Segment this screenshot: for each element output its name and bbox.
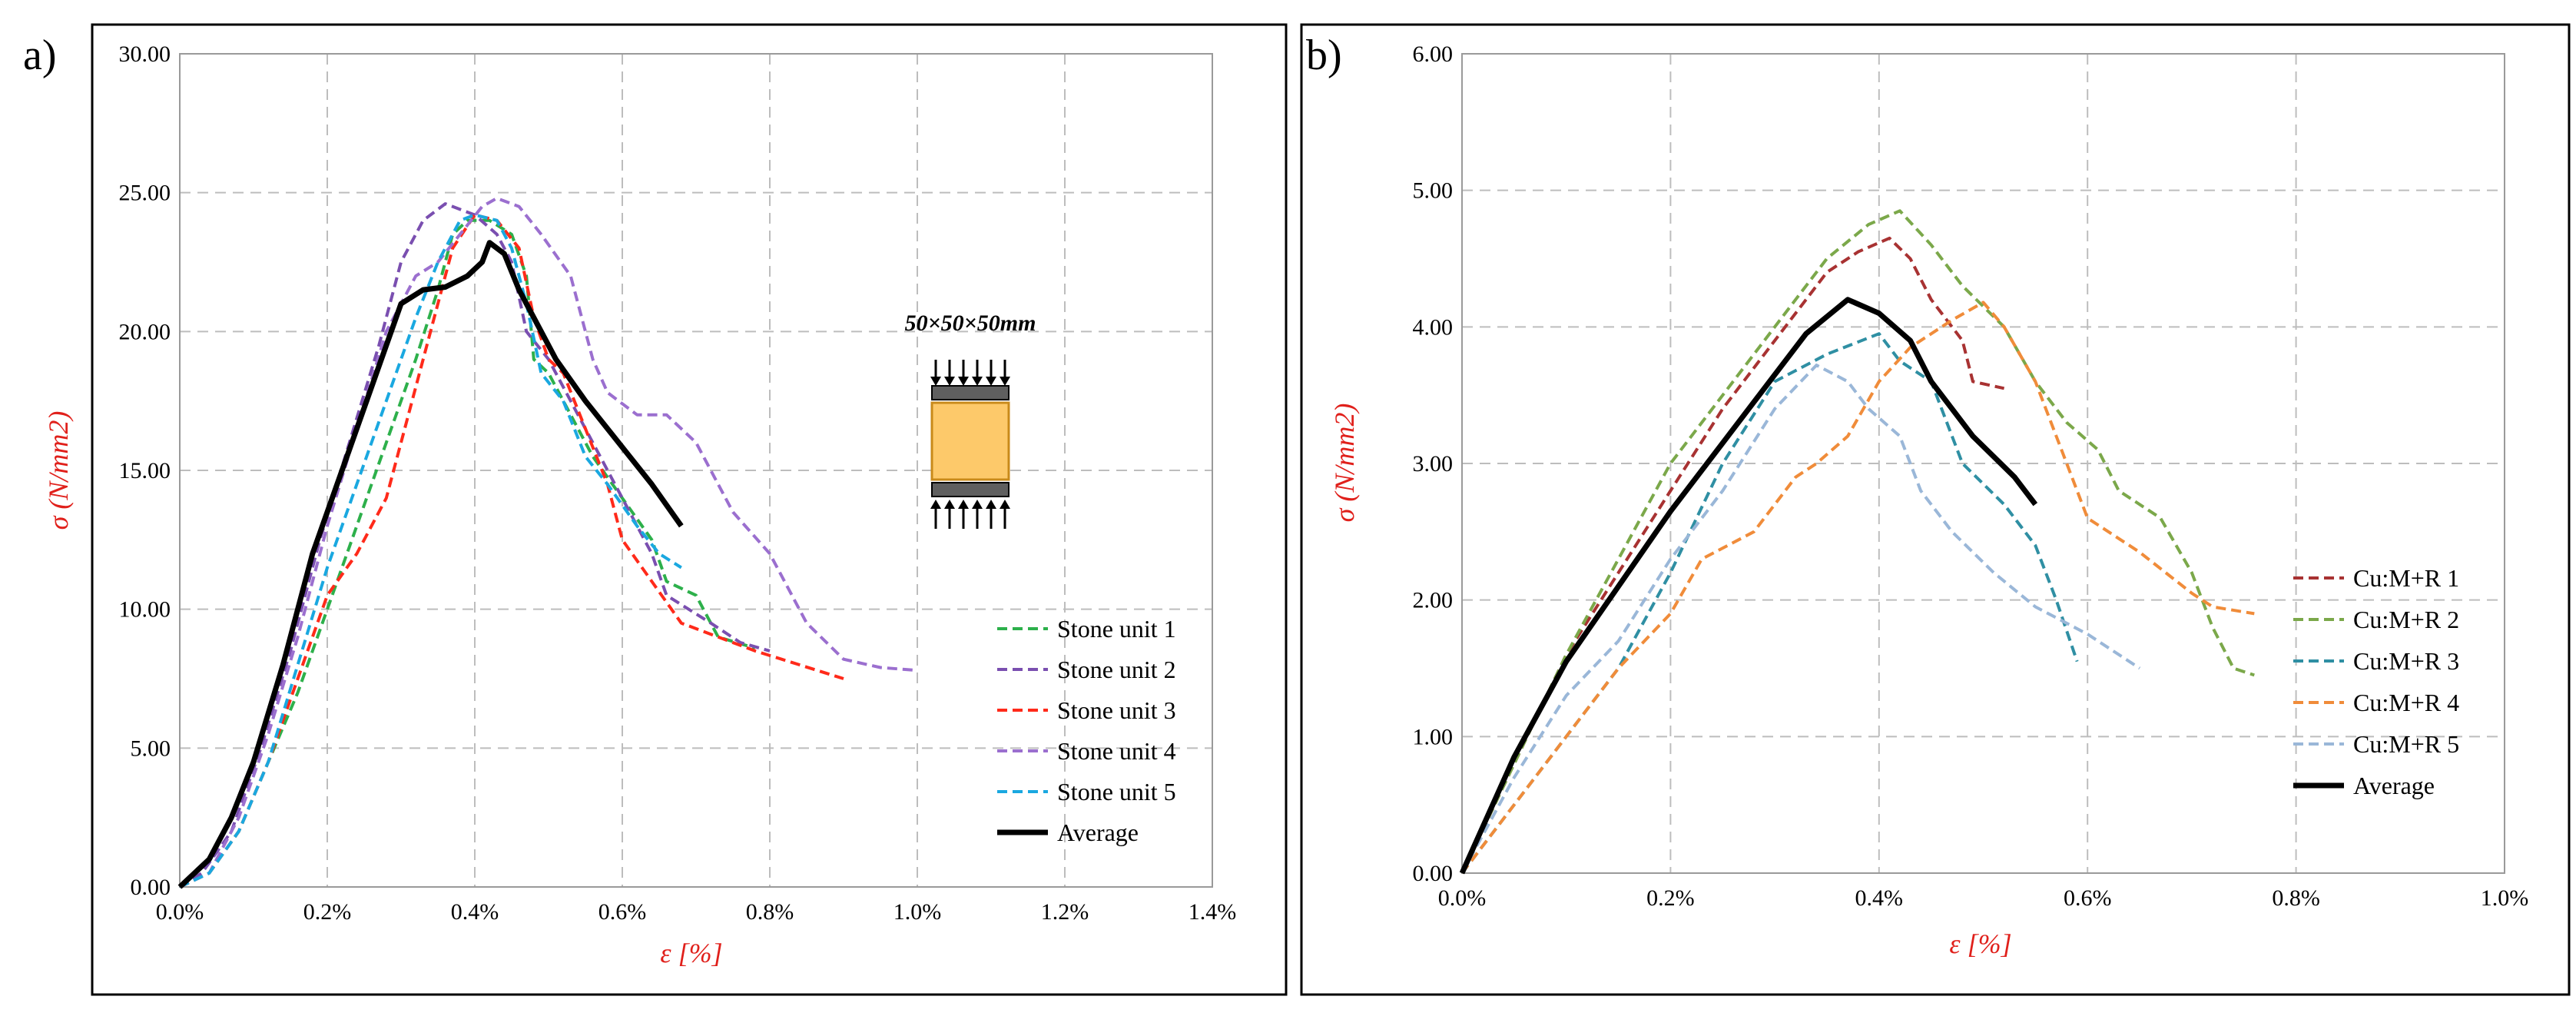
panel-a-x-tick-label: 0.6%: [598, 899, 647, 925]
panel-b-series-cu-m-r-4: [1460, 301, 2255, 875]
panel-a-legend: Stone unit 1 Stone unit 2 Stone unit 3 Ston…: [997, 615, 1176, 846]
panel-a-series-stone-unit-4: [179, 196, 918, 888]
panel-b-y-tick-label: 4.00: [1413, 314, 1454, 340]
panel-b-y-axis-title: σ (N/mm2): [1329, 404, 1360, 523]
panel-a-x-axis-title: ε [%]: [660, 938, 722, 968]
panel-a-ticks: 0.0% 0.2% 0.4% 0.6% 0.8% 1.0% 1.2% 1.4% 0.00 5.00…: [119, 42, 1237, 925]
panel-b-gridlines: [1462, 54, 2505, 873]
panel-a-plot-border: [179, 53, 1213, 888]
panel-b-x-tick-label: 0.0%: [1438, 885, 1487, 911]
panel-a-legend-label: Average: [1057, 819, 1139, 846]
panel-a-x-tick-label: 0.8%: [746, 899, 794, 925]
panel-b-y-tick-label: 3.00: [1413, 451, 1454, 477]
panel-a-legend-label: Stone unit 3: [1057, 696, 1176, 724]
panel-b-series-cu-m-r-3: [1460, 332, 2079, 875]
panel-a-legend-label: Stone unit 5: [1057, 778, 1176, 805]
panel-a-y-tick-label: 0.00: [131, 875, 171, 900]
panel-a-x-tick-label: 0.0%: [156, 899, 204, 925]
panel-a-series-average: [177, 240, 684, 889]
panel-a-frame: [91, 23, 1288, 996]
panel-a-legend-label: Stone unit 2: [1057, 656, 1176, 683]
panel-a-series-stone-unit-5: [179, 213, 682, 888]
panel-b-x-tick-label: 0.4%: [1855, 885, 1904, 911]
panel-b-y-tick-label: 0.00: [1413, 861, 1454, 886]
panel-a-gridlines: [180, 54, 1212, 887]
panel-b-x-tick-label: 0.2%: [1646, 885, 1695, 911]
top-loading-plate: [931, 385, 1010, 400]
panel-a-y-tick-label: 25.00: [119, 181, 171, 206]
panel-a-x-tick-label: 0.4%: [451, 899, 499, 925]
panel-b-series: [1459, 209, 2255, 875]
panel-b-x-tick-label: 0.8%: [2272, 885, 2320, 911]
panel-a-y-tick-label: 10.00: [119, 597, 171, 623]
panel-a-series-stone-unit-2: [178, 202, 771, 888]
panel-a-legend-label: Stone unit 4: [1057, 737, 1176, 765]
panel-b-x-tick-label: 0.6%: [2064, 885, 2112, 911]
panel-b-legend-label: Cu:M+R 3: [2353, 647, 2459, 675]
panel-b-y-tick-label: 5.00: [1413, 178, 1454, 204]
panel-a-y-axis-title: σ (N/mm2): [43, 411, 74, 530]
panel-b-y-tick-label: 1.00: [1413, 724, 1454, 749]
panel-b-legend-label: Cu:M+R 5: [2353, 730, 2459, 758]
panel-b-plot-area: [1461, 53, 2505, 874]
specimen-illustration: 50×50×50mm: [905, 311, 1036, 529]
panel-a-series-stone-unit-1: [179, 218, 756, 888]
panel-a-x-tick-label: 1.4%: [1189, 899, 1237, 925]
panel-a-y-tick-label: 20.00: [119, 319, 171, 344]
panel-a-x-tick-label: 1.0%: [893, 899, 942, 925]
panel-b-x-axis-title: ε [%]: [1949, 928, 2011, 959]
panel-b-x-tick-label: 1.0%: [2481, 885, 2529, 911]
panel-b: b) 0.0% 0.2% 0.4% 0.6% 0.8% 1.0% 0.00 1.00 2.00 3…: [1300, 23, 2571, 996]
bottom-load-arrows: [930, 500, 1010, 529]
panel-a-letter: a): [23, 32, 57, 79]
panel-a: a) 0.0% 0.2% 0.4% 0.6% 0.8% 1.0% 1.2% 1.4% 0.00 5…: [23, 23, 1288, 996]
panel-b-ticks: 0.0% 0.2% 0.4% 0.6% 0.8% 1.0% 0.00 1.00 2.00 3.00…: [1413, 42, 2529, 911]
panel-b-legend-label: Cu:M+R 4: [2353, 689, 2459, 716]
panel-b-plot-border: [1461, 53, 2505, 874]
panel-b-legend-label: Average: [2353, 772, 2435, 799]
panel-b-letter: b): [1306, 32, 1342, 79]
panel-b-y-tick-label: 6.00: [1413, 42, 1454, 67]
top-load-arrows: [930, 360, 1010, 386]
panel-a-y-tick-label: 30.00: [119, 42, 171, 67]
specimen-size-label: 50×50×50mm: [905, 311, 1036, 336]
panel-b-legend-label: Cu:M+R 1: [2353, 564, 2459, 592]
bottom-loading-plate: [931, 482, 1010, 497]
panel-a-y-tick-label: 5.00: [131, 736, 171, 761]
panel-b-series-average: [1459, 297, 2038, 875]
panel-a-x-tick-label: 0.2%: [303, 899, 352, 925]
stone-specimen: [930, 401, 1010, 481]
panel-b-series-cu-m-r-2: [1460, 209, 2255, 874]
panel-b-legend: Cu:M+R 1 Cu:M+R 2 Cu:M+R 3 Cu:M+R 4 Cu:M+R 5…: [2293, 564, 2459, 799]
panel-a-y-tick-label: 15.00: [119, 458, 171, 483]
panel-b-y-tick-label: 2.00: [1413, 588, 1454, 613]
panel-a-series: [177, 196, 918, 889]
panel-a-plot-area: [179, 53, 1213, 888]
panel-a-x-tick-label: 1.2%: [1041, 899, 1089, 925]
panel-b-legend-label: Cu:M+R 2: [2353, 606, 2459, 633]
panel-a-legend-label: Stone unit 1: [1057, 615, 1176, 643]
panel-a-series-stone-unit-3: [179, 213, 844, 888]
